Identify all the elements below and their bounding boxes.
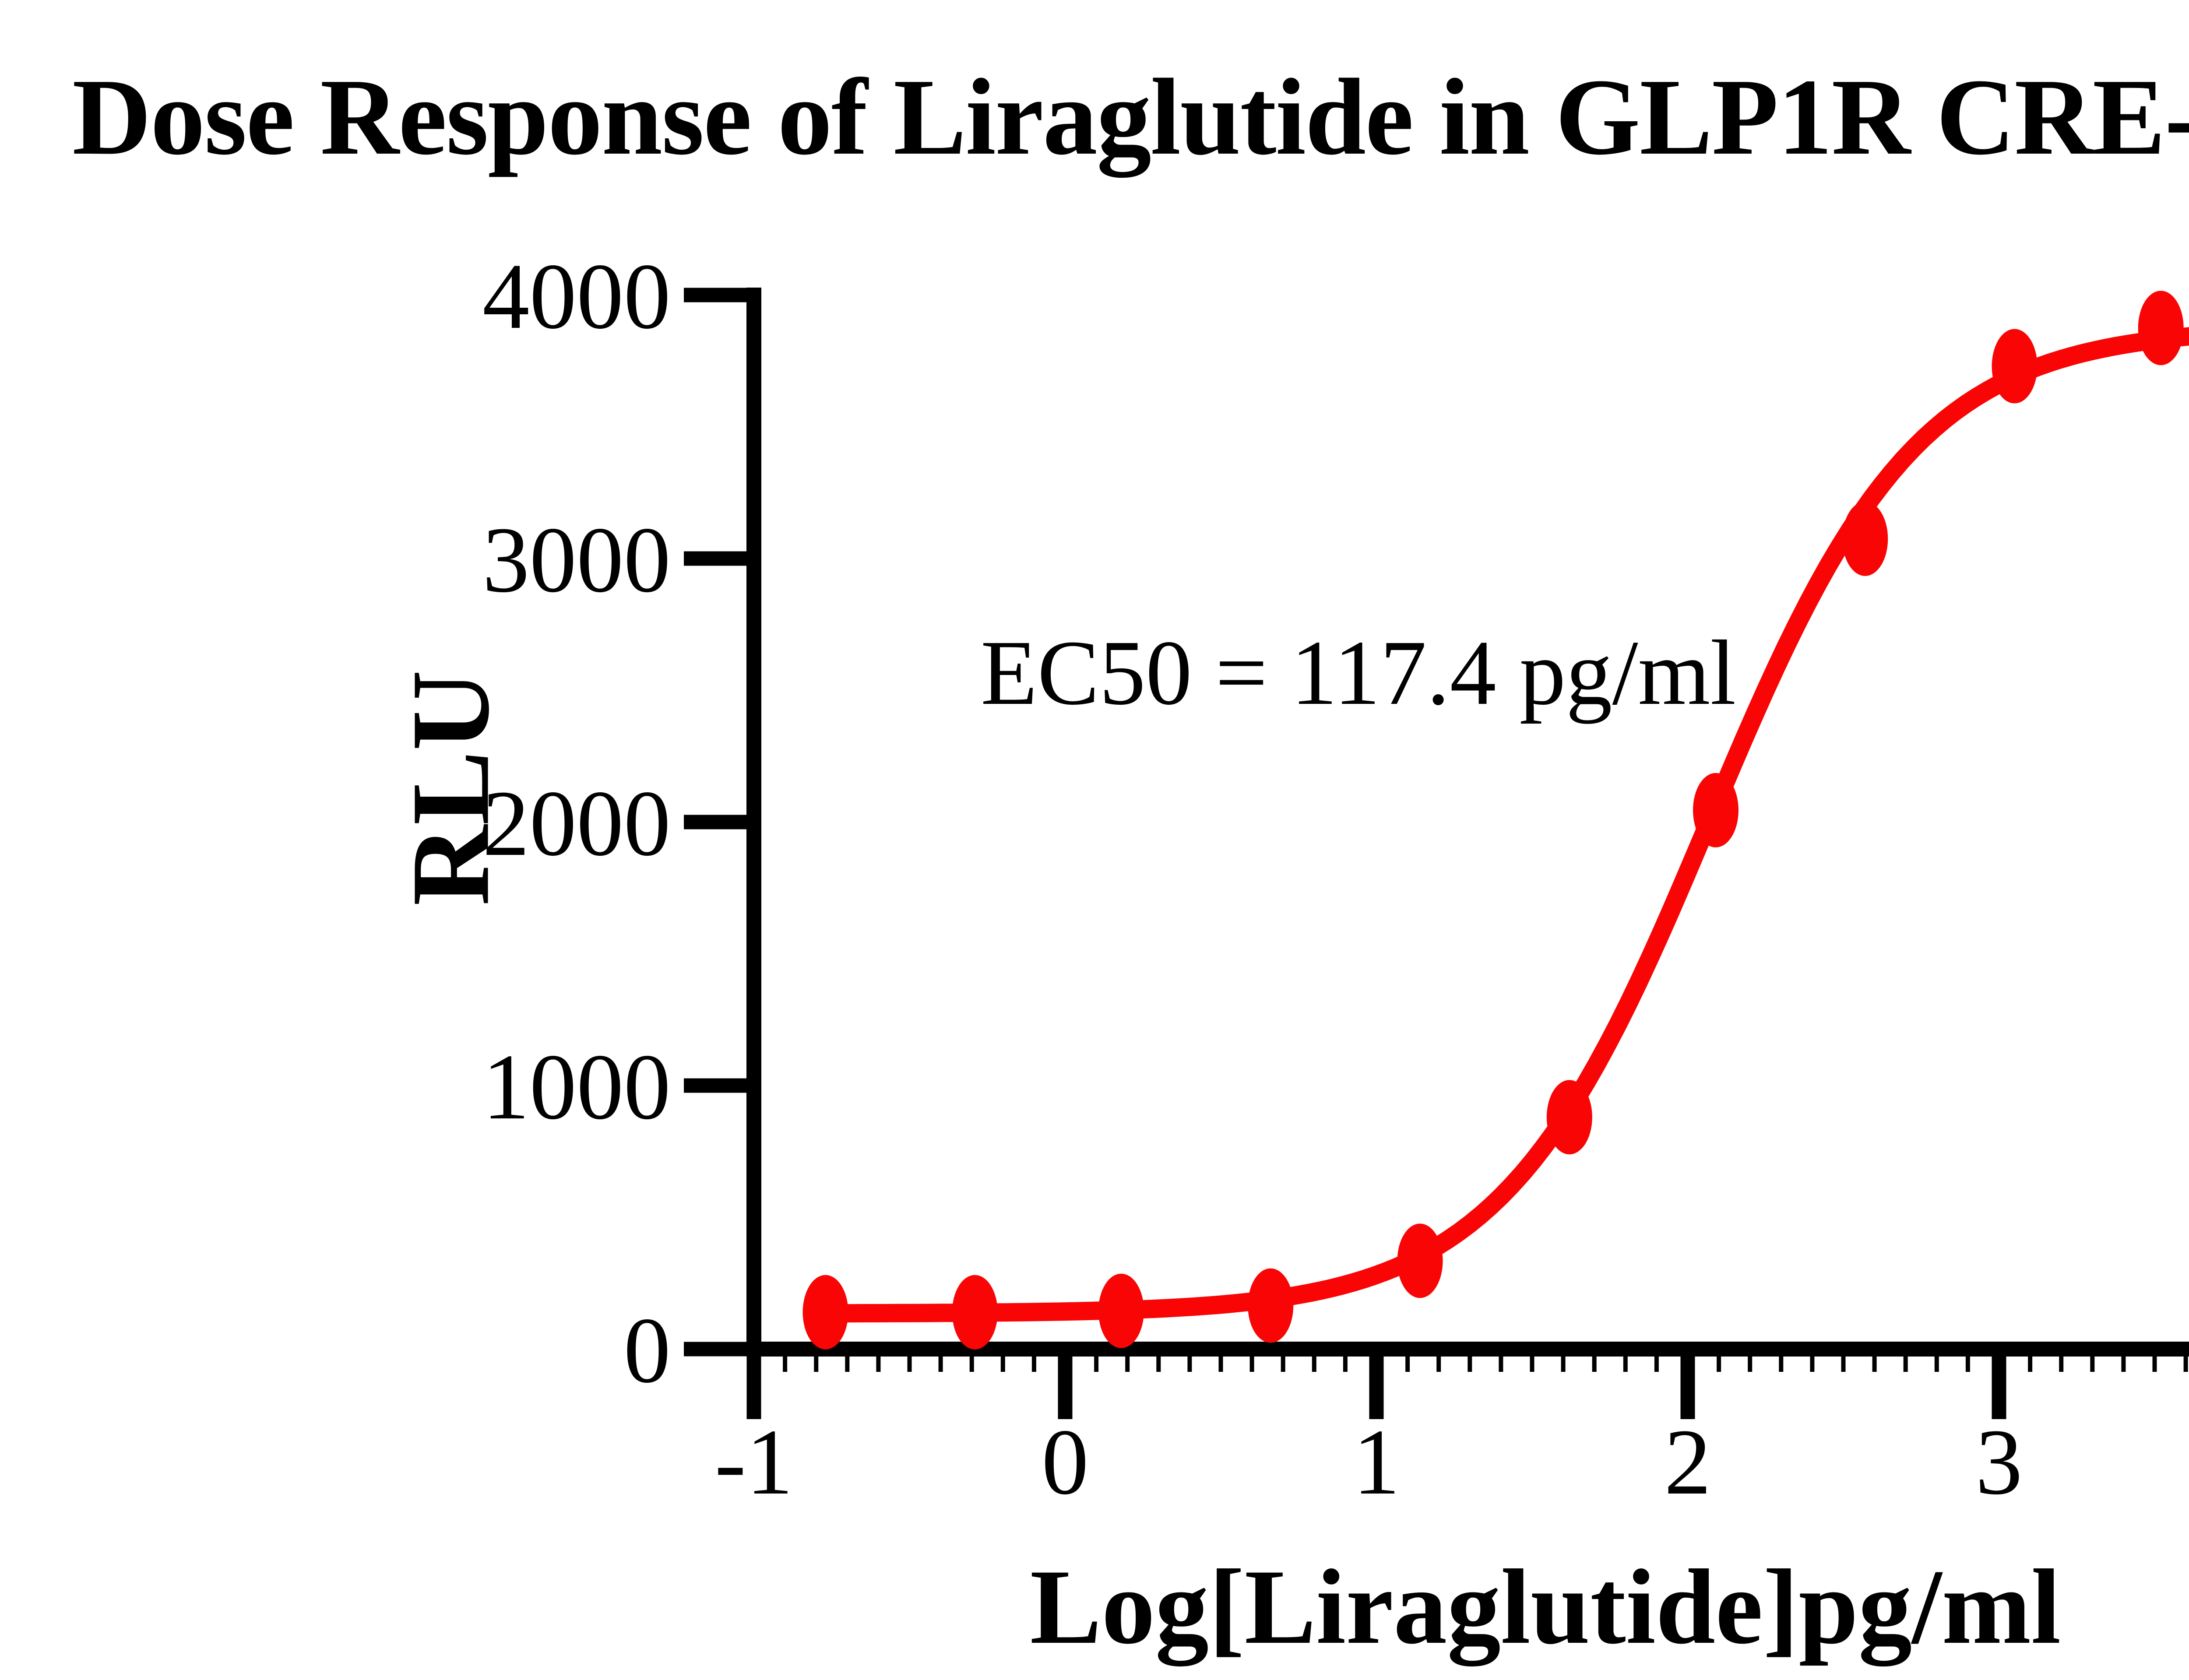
y-tick-label: 3000 xyxy=(482,507,671,612)
data-point-marker xyxy=(952,1275,998,1350)
x-axis-major-ticks xyxy=(746,1349,2006,1419)
data-point-marker xyxy=(1248,1268,1294,1343)
y-tick-label: 2000 xyxy=(482,771,671,875)
data-point-marker xyxy=(1546,1080,1592,1155)
y-tick-label: 0 xyxy=(624,1298,671,1402)
data-points xyxy=(802,291,2184,1350)
x-tick-label: 2 xyxy=(1664,1409,1711,1514)
x-axis-minor-ticks xyxy=(783,1357,2188,1372)
x-axis-title: Log[Liraglutide]pg/ml xyxy=(1030,1547,2061,1666)
y-axis-tick-labels: 0 1000 2000 3000 4000 xyxy=(482,244,671,1402)
chart-title: Dose Response of Liraglutide in GLP1R CR… xyxy=(72,56,2189,178)
data-point-marker xyxy=(1098,1273,1144,1348)
x-tick-label: 3 xyxy=(1975,1409,2023,1514)
x-axis-tick-labels: -101234 xyxy=(714,1409,2023,1514)
y-axis-major-ticks xyxy=(684,288,754,1357)
data-point-marker xyxy=(1693,773,1739,847)
y-tick-label: 4000 xyxy=(482,244,671,348)
ec50-annotation: EC50 = 117.4 pg/ml xyxy=(981,621,1736,724)
x-tick-label: -1 xyxy=(714,1409,793,1514)
data-point-marker xyxy=(1992,329,2038,404)
fit-curve xyxy=(816,327,2189,1323)
data-point-marker xyxy=(802,1275,848,1350)
data-point-marker xyxy=(1842,501,1888,576)
dose-response-curve xyxy=(816,327,2189,1323)
x-tick-label: 1 xyxy=(1353,1409,1400,1514)
data-point-marker xyxy=(1397,1223,1443,1298)
x-tick-label: 0 xyxy=(1042,1409,1089,1514)
y-tick-label: 1000 xyxy=(482,1034,671,1139)
data-point-marker xyxy=(2138,291,2184,366)
